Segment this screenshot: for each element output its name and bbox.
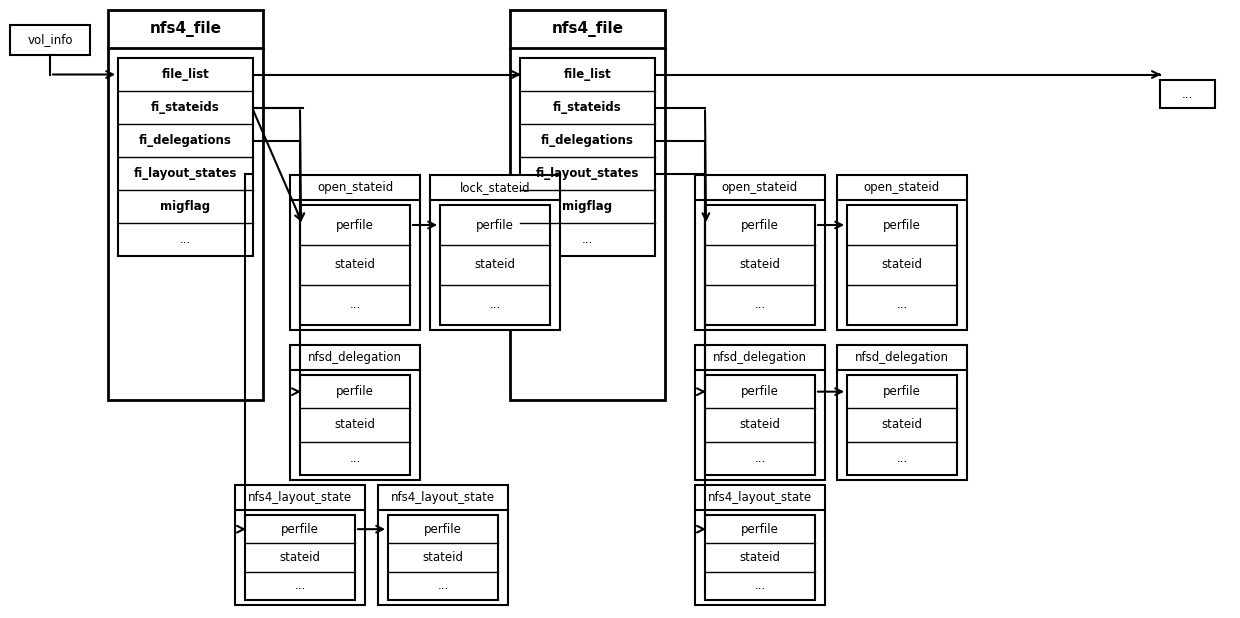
Text: open_stateid: open_stateid [317, 181, 393, 194]
Text: ...: ... [350, 298, 361, 311]
Bar [118, 58, 253, 256]
Bar [520, 58, 655, 256]
Bar [837, 345, 967, 480]
Text: perfile: perfile [742, 523, 779, 536]
Bar [694, 175, 825, 330]
Text: ...: ... [582, 233, 593, 246]
Text: stateid: stateid [739, 258, 780, 271]
Text: file_list: file_list [564, 68, 611, 81]
Text: nfs4_layout_state: nfs4_layout_state [391, 491, 495, 504]
Text: stateid: stateid [739, 551, 780, 564]
Text: perfile: perfile [742, 385, 779, 398]
Bar [837, 175, 967, 330]
Text: ...: ... [1182, 88, 1193, 101]
Text: nfsd_delegation: nfsd_delegation [713, 351, 807, 364]
Text: stateid: stateid [739, 418, 780, 431]
Text: vol_info: vol_info [27, 33, 73, 46]
Text: ...: ... [897, 452, 908, 465]
Text: ...: ... [180, 233, 191, 246]
Text: fi_layout_states: fi_layout_states [134, 167, 237, 180]
Text: ...: ... [754, 579, 765, 592]
Text: stateid: stateid [475, 258, 516, 271]
Bar [706, 375, 815, 475]
Text: migflag: migflag [160, 200, 211, 213]
Text: stateid: stateid [423, 551, 464, 564]
Bar [706, 205, 815, 325]
Text: stateid: stateid [882, 258, 923, 271]
Bar [300, 375, 410, 475]
Text: ...: ... [350, 452, 361, 465]
Bar [236, 485, 365, 605]
Bar [430, 175, 560, 330]
Text: fi_layout_states: fi_layout_states [536, 167, 639, 180]
Text: nfsd_delegation: nfsd_delegation [856, 351, 949, 364]
Text: perfile: perfile [336, 385, 374, 398]
Text: stateid: stateid [279, 551, 320, 564]
Text: nfs4_file: nfs4_file [150, 21, 222, 37]
Text: migflag: migflag [563, 200, 613, 213]
Bar [108, 10, 263, 400]
Text: ...: ... [897, 298, 908, 311]
Bar [694, 485, 825, 605]
Text: perfile: perfile [424, 523, 463, 536]
Bar [440, 205, 551, 325]
Bar [290, 345, 420, 480]
Bar [290, 175, 420, 330]
Text: stateid: stateid [882, 418, 923, 431]
Bar [246, 515, 355, 600]
Bar [706, 515, 815, 600]
Text: nfs4_layout_state: nfs4_layout_state [248, 491, 352, 504]
Text: ...: ... [754, 298, 765, 311]
Text: fi_stateids: fi_stateids [553, 101, 622, 114]
Text: perfile: perfile [883, 385, 921, 398]
Text: perfile: perfile [476, 219, 513, 232]
Text: fi_delegations: fi_delegations [541, 134, 634, 147]
Bar [1159, 80, 1215, 108]
Text: stateid: stateid [335, 258, 376, 271]
Text: stateid: stateid [335, 418, 376, 431]
Text: open_stateid: open_stateid [722, 181, 799, 194]
Bar [694, 345, 825, 480]
Bar [847, 375, 957, 475]
Text: lock_stateid: lock_stateid [460, 181, 531, 194]
Text: nfs4_file: nfs4_file [552, 21, 624, 37]
Bar [10, 25, 91, 55]
Bar [847, 205, 957, 325]
Text: file_list: file_list [161, 68, 210, 81]
Text: ...: ... [490, 298, 501, 311]
Bar [378, 485, 508, 605]
Text: nfsd_delegation: nfsd_delegation [308, 351, 402, 364]
Bar [300, 205, 410, 325]
Text: perfile: perfile [281, 523, 319, 536]
Bar [510, 10, 665, 400]
Text: perfile: perfile [336, 219, 374, 232]
Text: ...: ... [294, 579, 305, 592]
Text: open_stateid: open_stateid [864, 181, 940, 194]
Text: ...: ... [754, 452, 765, 465]
Text: fi_delegations: fi_delegations [139, 134, 232, 147]
Text: ...: ... [438, 579, 449, 592]
Text: nfs4_layout_state: nfs4_layout_state [708, 491, 812, 504]
Text: perfile: perfile [883, 219, 921, 232]
Bar [388, 515, 498, 600]
Text: fi_stateids: fi_stateids [151, 101, 219, 114]
Text: perfile: perfile [742, 219, 779, 232]
